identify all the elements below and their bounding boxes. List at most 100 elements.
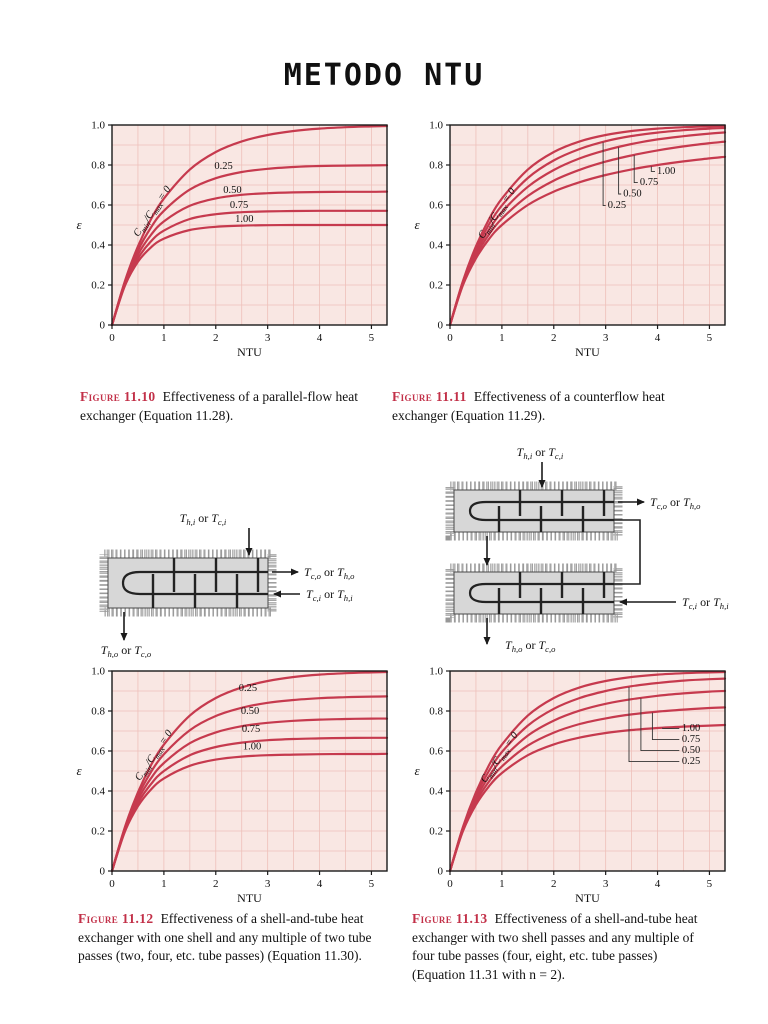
svg-text:0.75: 0.75 bbox=[230, 200, 248, 211]
svg-text:0.4: 0.4 bbox=[429, 786, 443, 798]
svg-text:NTU: NTU bbox=[237, 891, 262, 905]
svg-text:0.50: 0.50 bbox=[682, 745, 700, 756]
svg-text:1.00: 1.00 bbox=[243, 742, 261, 753]
svg-text:0.25: 0.25 bbox=[682, 756, 700, 767]
svg-text:4: 4 bbox=[317, 878, 323, 890]
svg-text:Th,o or Tc,o: Th,o or Tc,o bbox=[101, 643, 152, 658]
svg-text:0.25: 0.25 bbox=[239, 683, 257, 694]
svg-text:0: 0 bbox=[438, 866, 444, 878]
svg-text:NTU: NTU bbox=[575, 345, 600, 359]
svg-text:0.8: 0.8 bbox=[429, 706, 443, 718]
svg-text:0.50: 0.50 bbox=[241, 706, 259, 717]
svg-text:0: 0 bbox=[100, 320, 106, 332]
svg-text:0: 0 bbox=[438, 320, 444, 332]
svg-text:ε: ε bbox=[76, 217, 82, 232]
svg-text:0.4: 0.4 bbox=[91, 786, 105, 798]
svg-text:0.25: 0.25 bbox=[608, 200, 626, 211]
svg-text:ε: ε bbox=[414, 217, 420, 232]
svg-text:4: 4 bbox=[317, 332, 323, 344]
svg-text:0.50: 0.50 bbox=[623, 188, 641, 199]
svg-text:0: 0 bbox=[109, 332, 115, 344]
svg-text:Tc,i or Th,i: Tc,i or Th,i bbox=[682, 595, 729, 611]
svg-text:0.8: 0.8 bbox=[91, 706, 105, 718]
svg-text:5: 5 bbox=[707, 878, 713, 890]
svg-text:0: 0 bbox=[447, 332, 453, 344]
svg-text:0.2: 0.2 bbox=[91, 280, 105, 292]
svg-text:5: 5 bbox=[707, 332, 713, 344]
diagram-one-shell-heat-exchanger: Th,i or Tc,i Tc,o or Th,o Tc,i or Th,i Th,o… bbox=[99, 511, 355, 658]
svg-text:3: 3 bbox=[603, 878, 609, 890]
svg-text:5: 5 bbox=[369, 878, 375, 890]
chart-one-shell-effectiveness: 0 1 2 3 4 5 0 0.2 0.4 0.6 0.8 1.0 NTU ε Cmin/Cmax = 0 0… bbox=[76, 666, 389, 905]
svg-text:0.50: 0.50 bbox=[223, 185, 241, 196]
caption-figure-11-11: Figure 11.11 Effectiveness of a counterfl… bbox=[392, 388, 710, 425]
svg-text:1: 1 bbox=[161, 878, 167, 890]
svg-text:3: 3 bbox=[265, 878, 271, 890]
svg-text:5: 5 bbox=[369, 332, 375, 344]
svg-text:NTU: NTU bbox=[237, 345, 262, 359]
svg-text:0: 0 bbox=[109, 878, 115, 890]
svg-text:0.75: 0.75 bbox=[242, 724, 260, 735]
svg-text:NTU: NTU bbox=[575, 891, 600, 905]
svg-text:1.00: 1.00 bbox=[657, 166, 675, 177]
svg-text:ε: ε bbox=[76, 763, 82, 778]
svg-text:1.0: 1.0 bbox=[429, 120, 443, 132]
svg-text:0.6: 0.6 bbox=[429, 746, 443, 758]
svg-text:1.0: 1.0 bbox=[91, 120, 105, 132]
svg-text:0.75: 0.75 bbox=[640, 177, 658, 188]
svg-text:3: 3 bbox=[603, 332, 609, 344]
svg-text:Th,i or Tc,i: Th,i or Tc,i bbox=[180, 511, 227, 527]
svg-text:0.6: 0.6 bbox=[429, 200, 443, 212]
svg-text:ε: ε bbox=[414, 763, 420, 778]
svg-text:1.0: 1.0 bbox=[429, 666, 443, 678]
caption-figure-11-13: Figure 11.13 Effectiveness of a shell-and… bbox=[412, 910, 712, 985]
svg-text:2: 2 bbox=[551, 332, 557, 344]
svg-text:0.4: 0.4 bbox=[91, 240, 105, 252]
svg-text:4: 4 bbox=[655, 332, 661, 344]
svg-text:2: 2 bbox=[213, 332, 219, 344]
figure-11-12-label: Figure 11.12 bbox=[78, 911, 154, 926]
svg-text:0.8: 0.8 bbox=[429, 160, 443, 172]
svg-text:1.0: 1.0 bbox=[91, 666, 105, 678]
svg-text:1: 1 bbox=[499, 332, 505, 344]
caption-figure-11-12: Figure 11.12 Effectiveness of a shell-and… bbox=[78, 910, 394, 966]
svg-text:0.75: 0.75 bbox=[682, 734, 700, 745]
svg-text:Tc,o or Th,o: Tc,o or Th,o bbox=[304, 565, 355, 581]
svg-text:0.2: 0.2 bbox=[429, 826, 443, 838]
figure-11-11-label: Figure 11.11 bbox=[392, 389, 467, 404]
svg-text:3: 3 bbox=[265, 332, 271, 344]
svg-text:0: 0 bbox=[447, 878, 453, 890]
svg-text:0.8: 0.8 bbox=[91, 160, 105, 172]
figure-11-12-caption-text: Effectiveness of a shell-and-tube heat e… bbox=[78, 911, 372, 964]
svg-text:1: 1 bbox=[161, 332, 167, 344]
svg-text:Tc,i or Th,i: Tc,i or Th,i bbox=[306, 587, 353, 603]
diagram-two-shell-heat-exchanger: Th,i or Tc,i Tc,o or Th,o Tc,i or Th,i Th,o… bbox=[445, 445, 729, 654]
svg-text:Cmin/Cmax = 0: Cmin/Cmax = 0 bbox=[133, 728, 177, 784]
svg-text:0.2: 0.2 bbox=[429, 280, 443, 292]
svg-text:Tc,o or Th,o: Tc,o or Th,o bbox=[650, 495, 701, 511]
svg-text:1.00: 1.00 bbox=[235, 214, 253, 225]
svg-text:0.25: 0.25 bbox=[214, 161, 232, 172]
chart-parallel-flow-effectiveness: 0 1 2 3 4 5 0 0.2 0.4 0.6 0.8 1.0 NTU ε Cmin/Cmax = 0 0… bbox=[76, 120, 389, 359]
figure-11-13-label: Figure 11.13 bbox=[412, 911, 488, 926]
svg-text:0.6: 0.6 bbox=[91, 746, 105, 758]
svg-text:1.00: 1.00 bbox=[682, 723, 700, 734]
figure-11-10-label: Figure 11.10 bbox=[80, 389, 156, 404]
svg-text:Th,o or Tc,o: Th,o or Tc,o bbox=[505, 638, 556, 654]
svg-text:0.2: 0.2 bbox=[91, 826, 105, 838]
svg-text:Cmin/Cmax = 0: Cmin/Cmax = 0 bbox=[132, 184, 176, 240]
svg-text:1: 1 bbox=[499, 878, 505, 890]
svg-text:2: 2 bbox=[213, 878, 219, 890]
svg-text:0: 0 bbox=[100, 866, 106, 878]
figure-11-10-caption-text: Effectiveness of a parallel-flow heat ex… bbox=[80, 389, 358, 423]
figure-11-13-caption-text: Effectiveness of a shell-and-tube heat e… bbox=[412, 911, 698, 982]
page-title: METODO NTU bbox=[283, 58, 485, 93]
figure-11-11-caption-text: Effectiveness of a counterflow heat exch… bbox=[392, 389, 665, 423]
svg-text:4: 4 bbox=[655, 878, 661, 890]
svg-text:0.6: 0.6 bbox=[91, 200, 105, 212]
svg-text:0.4: 0.4 bbox=[429, 240, 443, 252]
caption-figure-11-10: Figure 11.10 Effectiveness of a parallel-… bbox=[80, 388, 378, 425]
